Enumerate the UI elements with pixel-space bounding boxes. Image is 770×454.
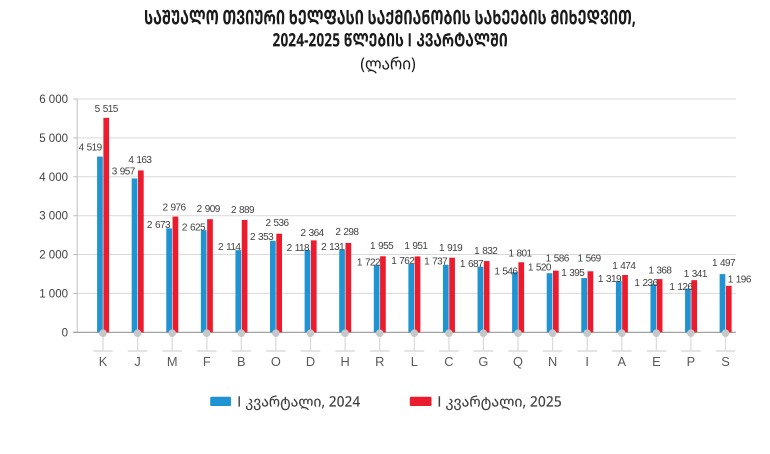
svg-text:I: I (585, 354, 589, 369)
svg-text:1 569: 1 569 (578, 254, 602, 265)
svg-text:1 832: 1 832 (474, 246, 498, 257)
svg-text:2 000: 2 000 (39, 250, 68, 262)
svg-text:2 909: 2 909 (197, 204, 221, 215)
svg-text:1 762: 1 762 (391, 256, 415, 267)
svg-text:3 000: 3 000 (39, 211, 68, 223)
svg-text:L: L (411, 354, 418, 369)
svg-text:S: S (721, 354, 730, 369)
svg-text:1 126: 1 126 (669, 282, 693, 293)
svg-text:2 353: 2 353 (250, 232, 274, 243)
svg-text:2 114: 2 114 (218, 242, 241, 253)
svg-text:2 673: 2 673 (147, 220, 171, 231)
svg-text:N: N (548, 354, 557, 369)
svg-text:3 957: 3 957 (112, 166, 136, 177)
svg-text:1 951: 1 951 (404, 241, 428, 252)
svg-text:C: C (444, 354, 453, 369)
svg-text:A: A (618, 354, 627, 369)
svg-text:P: P (687, 354, 696, 369)
svg-text:1 196: 1 196 (728, 275, 752, 286)
svg-text:1 341: 1 341 (684, 269, 708, 280)
svg-text:1 919: 1 919 (439, 243, 463, 254)
svg-text:2 298: 2 298 (335, 227, 359, 238)
svg-text:D: D (306, 354, 315, 369)
svg-text:2 131: 2 131 (321, 242, 345, 253)
svg-text:2 364: 2 364 (301, 228, 325, 239)
svg-text:1 368: 1 368 (648, 266, 672, 277)
svg-text:1 474: 1 474 (612, 261, 636, 272)
svg-text:M: M (167, 354, 178, 369)
svg-text:J: J (134, 354, 140, 369)
svg-text:1 955: 1 955 (370, 241, 394, 252)
svg-text:5 515: 5 515 (95, 104, 119, 115)
svg-text:1 000: 1 000 (39, 288, 68, 300)
svg-text:R: R (375, 354, 384, 369)
svg-text:K: K (99, 354, 108, 369)
svg-text:1 737: 1 737 (424, 257, 448, 268)
svg-text:6 000: 6 000 (39, 94, 68, 106)
svg-text:1 687: 1 687 (460, 259, 484, 270)
svg-text:1 801: 1 801 (508, 248, 532, 259)
svg-text:2 536: 2 536 (265, 218, 289, 229)
svg-text:O: O (271, 354, 281, 369)
svg-text:0: 0 (62, 327, 68, 339)
svg-text:1 236: 1 236 (634, 278, 658, 289)
svg-text:1 319: 1 319 (598, 274, 622, 285)
svg-text:1 722: 1 722 (357, 258, 381, 269)
svg-text:1 546: 1 546 (494, 266, 518, 277)
svg-text:5 000: 5 000 (39, 133, 68, 145)
svg-text:1 586: 1 586 (546, 254, 570, 265)
svg-text:E: E (652, 354, 661, 369)
svg-text:2 625: 2 625 (182, 223, 206, 234)
svg-text:2 889: 2 889 (231, 205, 255, 216)
svg-text:2 976: 2 976 (162, 203, 186, 214)
svg-text:1 497: 1 497 (712, 258, 736, 269)
svg-text:F: F (203, 354, 211, 369)
svg-text:1 395: 1 395 (561, 268, 585, 279)
svg-text:1 520: 1 520 (528, 262, 552, 273)
svg-text:4 000: 4 000 (39, 172, 68, 184)
svg-text:G: G (478, 354, 488, 369)
svg-text:4 163: 4 163 (128, 155, 152, 166)
svg-text:Q: Q (513, 354, 523, 369)
svg-text:H: H (340, 354, 349, 369)
svg-text:2 118: 2 118 (287, 243, 310, 254)
svg-text:B: B (237, 354, 246, 369)
svg-text:4 519: 4 519 (79, 143, 103, 154)
